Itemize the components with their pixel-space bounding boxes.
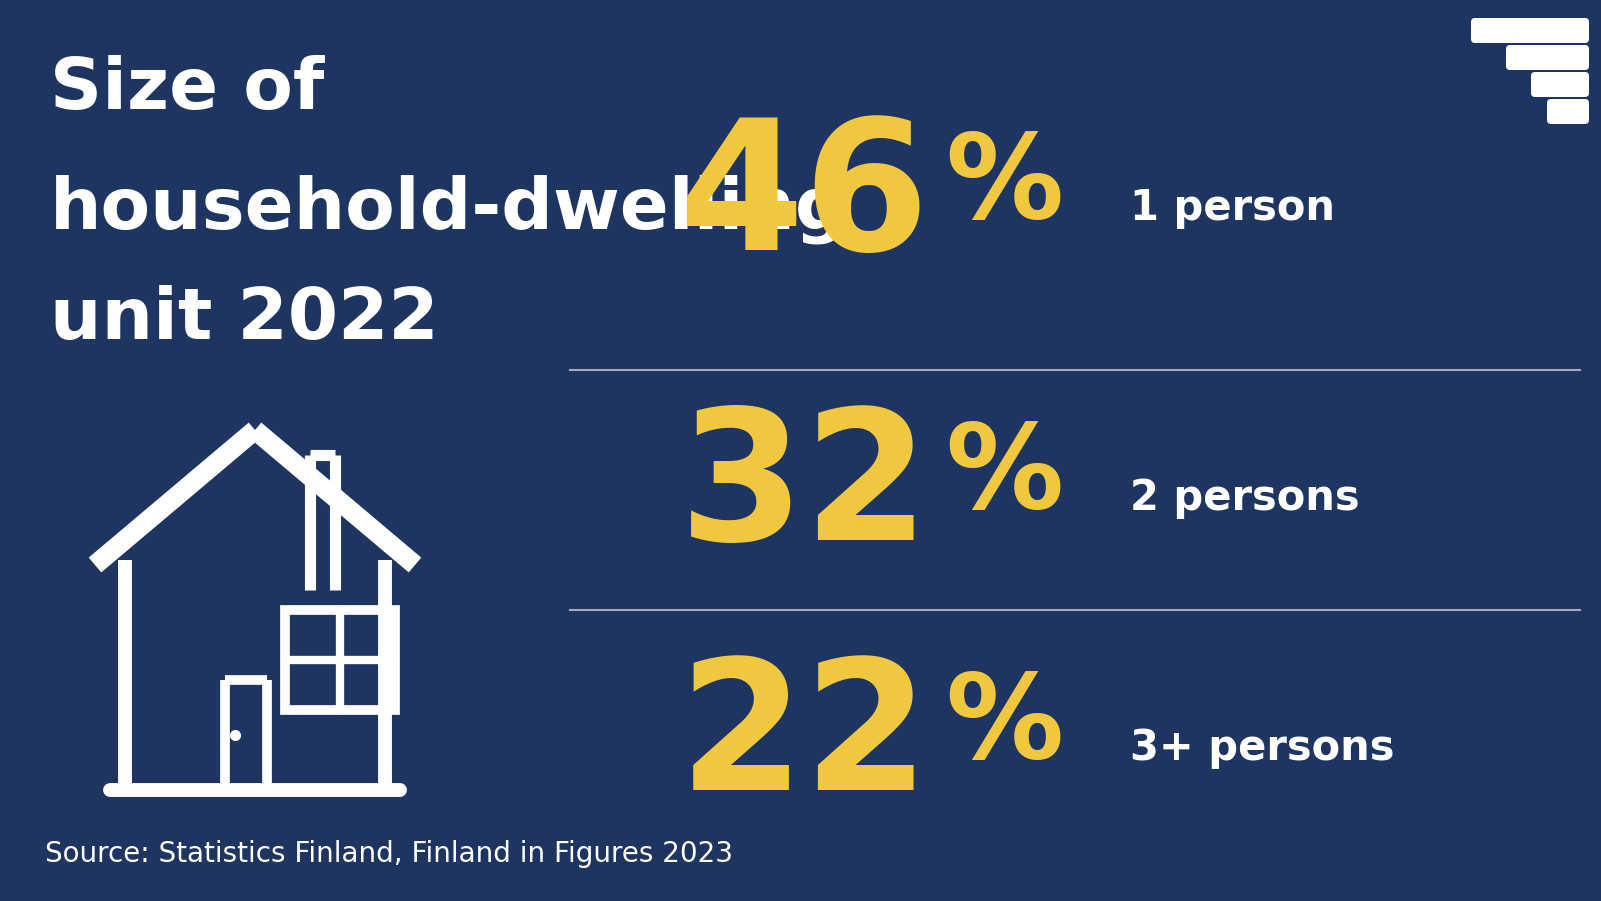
- Text: %: %: [945, 128, 1063, 242]
- FancyBboxPatch shape: [1471, 18, 1590, 43]
- Text: 22: 22: [679, 652, 930, 828]
- Text: 1 person: 1 person: [1130, 187, 1335, 229]
- Text: household-dwelling: household-dwelling: [50, 175, 847, 244]
- Text: %: %: [945, 668, 1063, 782]
- FancyBboxPatch shape: [1531, 72, 1590, 97]
- Text: 46: 46: [679, 112, 930, 288]
- Bar: [285, 610, 395, 710]
- FancyBboxPatch shape: [1507, 45, 1590, 70]
- Text: unit 2022: unit 2022: [50, 285, 439, 354]
- Text: 2 persons: 2 persons: [1130, 477, 1359, 519]
- FancyBboxPatch shape: [1547, 99, 1590, 124]
- Text: %: %: [945, 417, 1063, 532]
- Text: 32: 32: [679, 402, 930, 578]
- Text: Source: Statistics Finland, Finland in Figures 2023: Source: Statistics Finland, Finland in F…: [45, 840, 733, 868]
- Text: Size of: Size of: [50, 55, 325, 124]
- Text: 3+ persons: 3+ persons: [1130, 727, 1394, 769]
